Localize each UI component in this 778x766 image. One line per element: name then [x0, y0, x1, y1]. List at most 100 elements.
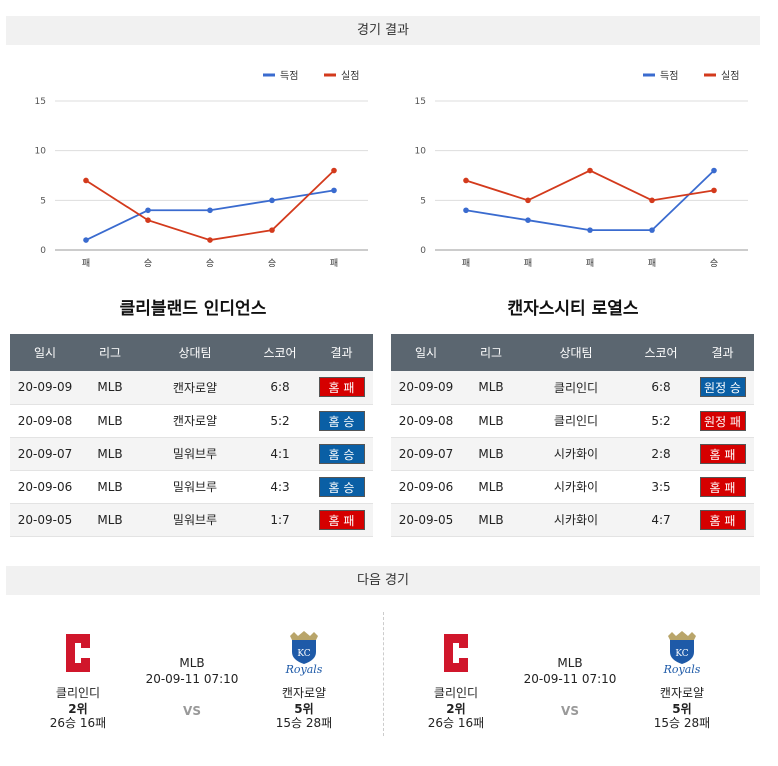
home-team-record: 26승 16패 — [427, 716, 485, 730]
data-point — [269, 227, 275, 233]
cell-opponent[interactable]: 밀워브루 — [140, 437, 250, 471]
legend-label: 실점 — [341, 70, 359, 82]
x-tick-label: 패 — [330, 258, 338, 269]
y-tick-label: 5 — [420, 196, 426, 206]
data-point — [83, 177, 89, 184]
cell-date: 20-09-05 — [391, 503, 461, 537]
x-tick-label: 승 — [268, 258, 276, 269]
legend-label: 득점 — [280, 70, 298, 82]
away-team-record: 15승 28패 — [275, 716, 333, 730]
cell-opponent[interactable]: 밀워브루 — [140, 470, 250, 504]
column-header: 결과 — [310, 334, 373, 371]
y-tick-label: 15 — [35, 97, 46, 107]
column-header: 스코어 — [250, 334, 310, 371]
game-league: MLB — [557, 656, 583, 670]
table-row[interactable]: 20-09-08 MLB 클리인디 5:2 원정 패 — [391, 404, 754, 438]
table-row[interactable]: 20-09-07 MLB 시카화이 2:8 홈 패 — [391, 437, 754, 471]
result-badge: 홈 패 — [318, 509, 365, 530]
data-point — [525, 197, 531, 204]
table-row[interactable]: 20-09-05 MLB 밀워브루 1:7 홈 패 — [10, 503, 373, 537]
cell-league: MLB — [80, 371, 140, 405]
table-row[interactable]: 20-09-07 MLB 밀워브루 4:1 홈 승 — [10, 437, 373, 471]
cell-date: 20-09-07 — [391, 437, 461, 471]
cell-opponent[interactable]: 시카화이 — [521, 470, 631, 504]
game-league: MLB — [179, 656, 205, 670]
cell-opponent[interactable]: 밀워브루 — [140, 503, 250, 537]
result-badge: 홈 승 — [318, 410, 365, 431]
cell-league: MLB — [461, 437, 521, 471]
cell-result: 홈 승 — [310, 437, 373, 471]
result-badge: 홈 승 — [318, 476, 365, 497]
x-tick-label: 패 — [586, 258, 594, 269]
cell-league: MLB — [461, 404, 521, 438]
home-team-name[interactable]: 클리인디 — [433, 686, 479, 700]
cell-opponent[interactable]: 클리인디 — [521, 371, 631, 405]
table-row[interactable]: 20-09-09 MLB 클리인디 6:8 원정 승 — [391, 371, 754, 405]
svg-text:Royals: Royals — [663, 663, 701, 676]
table-row[interactable]: 20-09-05 MLB 시카화이 4:7 홈 패 — [391, 503, 754, 537]
series-line — [85, 189, 335, 241]
cell-score: 4:1 — [250, 437, 310, 471]
column-header: 리그 — [461, 334, 521, 371]
cell-score: 5:2 — [250, 404, 310, 438]
data-point — [269, 197, 275, 204]
results-header: 경기 결과 — [6, 16, 760, 45]
table-header-row: 일시 리그 상대팀 스코어 결과 — [10, 334, 373, 371]
cell-result: 홈 승 — [310, 470, 373, 504]
legend-label: 득점 — [660, 70, 678, 82]
cell-league: MLB — [461, 503, 521, 537]
x-tick-label: 패 — [648, 258, 656, 269]
next-games-header: 다음 경기 — [6, 566, 760, 595]
next-game-card[interactable]: KC Royals 클리인디 2위 26승 16패 MLB 20-09-11 0… — [10, 610, 380, 740]
next-game-card[interactable]: KC Royals 클리인디 2위 26승 16패 MLB 20-09-11 0… — [388, 610, 758, 740]
cell-date: 20-09-07 — [10, 437, 80, 471]
table-row[interactable]: 20-09-09 MLB 캔자로얄 6:8 홈 패 — [10, 371, 373, 405]
home-team-record: 26승 16패 — [49, 716, 107, 730]
cell-league: MLB — [461, 371, 521, 405]
data-point — [649, 227, 655, 233]
cell-opponent[interactable]: 캔자로얄 — [140, 371, 250, 405]
table-row[interactable]: 20-09-06 MLB 시카화이 3:5 홈 패 — [391, 470, 754, 504]
data-point — [145, 217, 151, 223]
data-point — [587, 167, 593, 174]
next-games-divider — [383, 612, 384, 736]
column-header: 리그 — [80, 334, 140, 371]
data-point — [331, 167, 337, 174]
away-team-name[interactable]: 캔자로얄 — [281, 686, 327, 700]
home-team-rank: 2위 — [68, 702, 88, 716]
table-row[interactable]: 20-09-08 MLB 캔자로얄 5:2 홈 승 — [10, 404, 373, 438]
table-header-row: 일시 리그 상대팀 스코어 결과 — [391, 334, 754, 371]
x-tick-label: 패 — [462, 258, 470, 269]
x-tick-label: 패 — [524, 258, 532, 269]
cell-date: 20-09-06 — [391, 470, 461, 504]
cell-score: 4:3 — [250, 470, 310, 504]
x-tick-label: 패 — [82, 258, 90, 269]
team-title-cleveland: 클리블랜드 인디언스 — [119, 299, 267, 319]
game-datetime: 20-09-11 07:10 — [523, 672, 617, 686]
cell-result: 홈 패 — [691, 437, 754, 471]
data-point — [525, 217, 531, 223]
data-point — [649, 197, 655, 204]
game-datetime: 20-09-11 07:10 — [145, 672, 239, 686]
cell-date: 20-09-09 — [10, 371, 80, 405]
home-team-name[interactable]: 클리인디 — [55, 686, 101, 700]
y-tick-label: 0 — [420, 246, 426, 256]
cell-opponent[interactable]: 시카화이 — [521, 503, 631, 537]
cell-opponent[interactable]: 시카화이 — [521, 437, 631, 471]
column-header: 스코어 — [631, 334, 691, 371]
team-title-kansascity: 캔자스시티 로열스 — [507, 299, 639, 319]
data-point — [711, 187, 717, 194]
away-team-name[interactable]: 캔자로얄 — [659, 686, 705, 700]
cell-result: 홈 패 — [310, 371, 373, 405]
cell-opponent[interactable]: 캔자로얄 — [140, 404, 250, 438]
away-team-rank: 5위 — [672, 702, 692, 716]
cell-result: 홈 패 — [310, 503, 373, 537]
away-team-rank: 5위 — [294, 702, 314, 716]
series-line — [465, 169, 715, 202]
data-point — [587, 227, 593, 233]
svg-text:Royals: Royals — [285, 663, 323, 676]
y-tick-label: 10 — [415, 147, 427, 157]
cell-opponent[interactable]: 클리인디 — [521, 404, 631, 438]
table-row[interactable]: 20-09-06 MLB 밀워브루 4:3 홈 승 — [10, 470, 373, 504]
cell-date: 20-09-05 — [10, 503, 80, 537]
